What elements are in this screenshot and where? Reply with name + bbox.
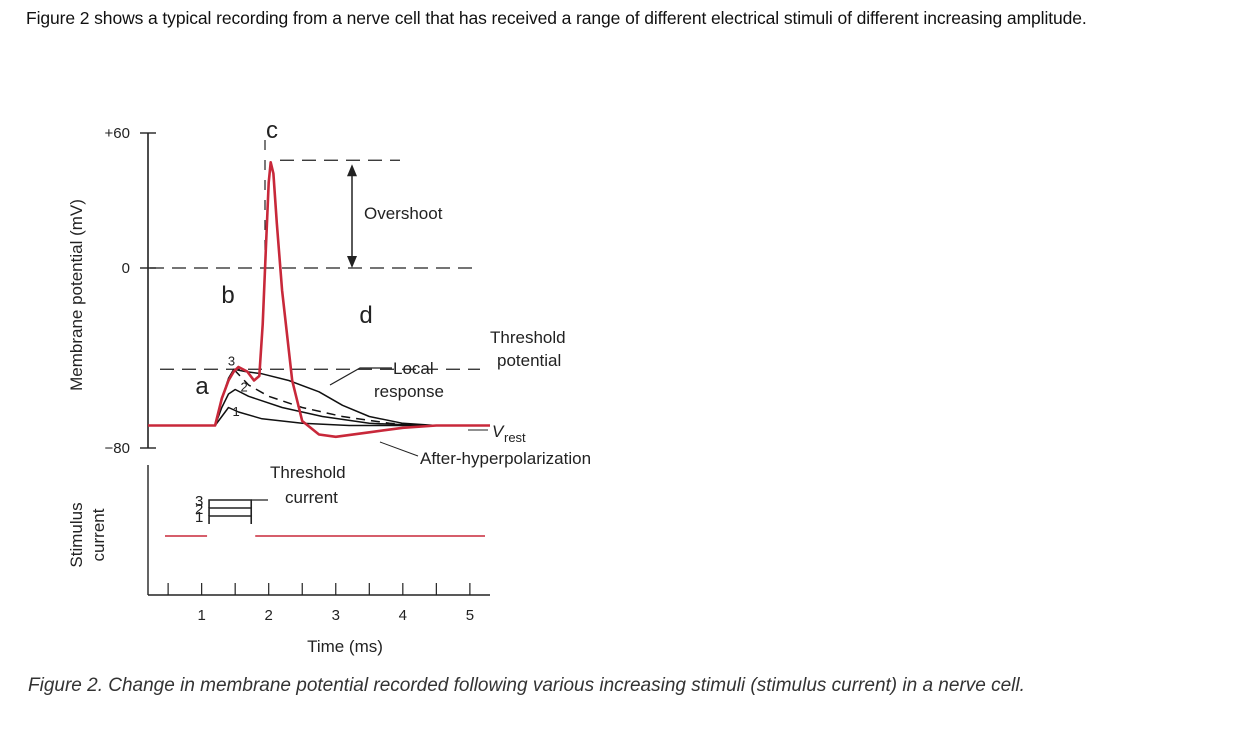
trace-label-3: 3 — [228, 353, 235, 368]
figure-caption: Figure 2. Change in membrane potential r… — [28, 675, 1025, 696]
letter-d: d — [359, 302, 372, 329]
trace-label-2: 2 — [241, 380, 248, 395]
chart-traces — [148, 161, 490, 439]
letter-b: b — [221, 282, 234, 309]
y-tick-label: −80 — [105, 440, 130, 457]
stimulus-label-3: 3 — [195, 493, 203, 510]
stimulus-pulse-3 — [208, 499, 253, 508]
series-line-4 — [233, 368, 430, 427]
x-tick-label: 1 — [197, 607, 205, 624]
x-tick-label: 5 — [466, 607, 474, 624]
stimulus-axis-label-line1: Stimulus — [67, 502, 86, 567]
chart-labels: 123 c b d a Overshoot Threshold potential Local r… — [195, 117, 591, 468]
stimulus-panel: 123 Threshold current — [165, 463, 485, 537]
overshoot-label: Overshoot — [364, 204, 443, 223]
threshold-current-label-line2: current — [285, 488, 338, 507]
threshold-current-label-line1: Threshold — [270, 463, 346, 482]
letter-a: a — [195, 373, 209, 400]
local-response-label-line2: response — [374, 382, 444, 401]
after-hyperpolarization-pointer — [379, 441, 419, 457]
x-tick-label: 3 — [332, 607, 340, 624]
x-tick-label: 4 — [399, 607, 407, 624]
stimulus-label-1: 1 — [195, 509, 203, 526]
overshoot-arrow-head-down — [347, 256, 357, 268]
y-tick-label: +60 — [105, 125, 130, 142]
local-response-label-line1: Local — [393, 359, 434, 378]
chart-guides — [150, 140, 480, 370]
letter-c: c — [266, 117, 278, 144]
overshoot-arrow-head-up — [347, 164, 357, 177]
y-tick-label: 0 — [122, 260, 130, 277]
series-line-5 — [148, 161, 490, 439]
intro-text: Figure 2 shows a typical recording from … — [26, 8, 1087, 28]
stimulus-pulse-2 — [208, 507, 253, 516]
v-rest-label: V — [492, 422, 505, 441]
series-line-2 — [174, 388, 490, 427]
stimulus-label-2: 2 — [195, 501, 203, 518]
trace-label-1: 1 — [232, 404, 239, 419]
threshold-potential-label-line2: potential — [497, 351, 561, 370]
v-rest-subscript: rest — [504, 430, 526, 445]
local-response-pointer — [329, 367, 392, 386]
threshold-potential-label-line1: Threshold — [490, 328, 566, 347]
x-tick-label: 2 — [265, 607, 273, 624]
y-axis-label: Membrane potential (mV) — [67, 199, 86, 391]
stimulus-axis-label-line2: current — [89, 508, 108, 561]
stimulus-pulse-1 — [208, 515, 253, 524]
x-axis-label: Time (ms) — [307, 637, 383, 656]
after-hyperpolarization-label: After-hyperpolarization — [420, 449, 591, 468]
series-line-1 — [174, 406, 490, 427]
